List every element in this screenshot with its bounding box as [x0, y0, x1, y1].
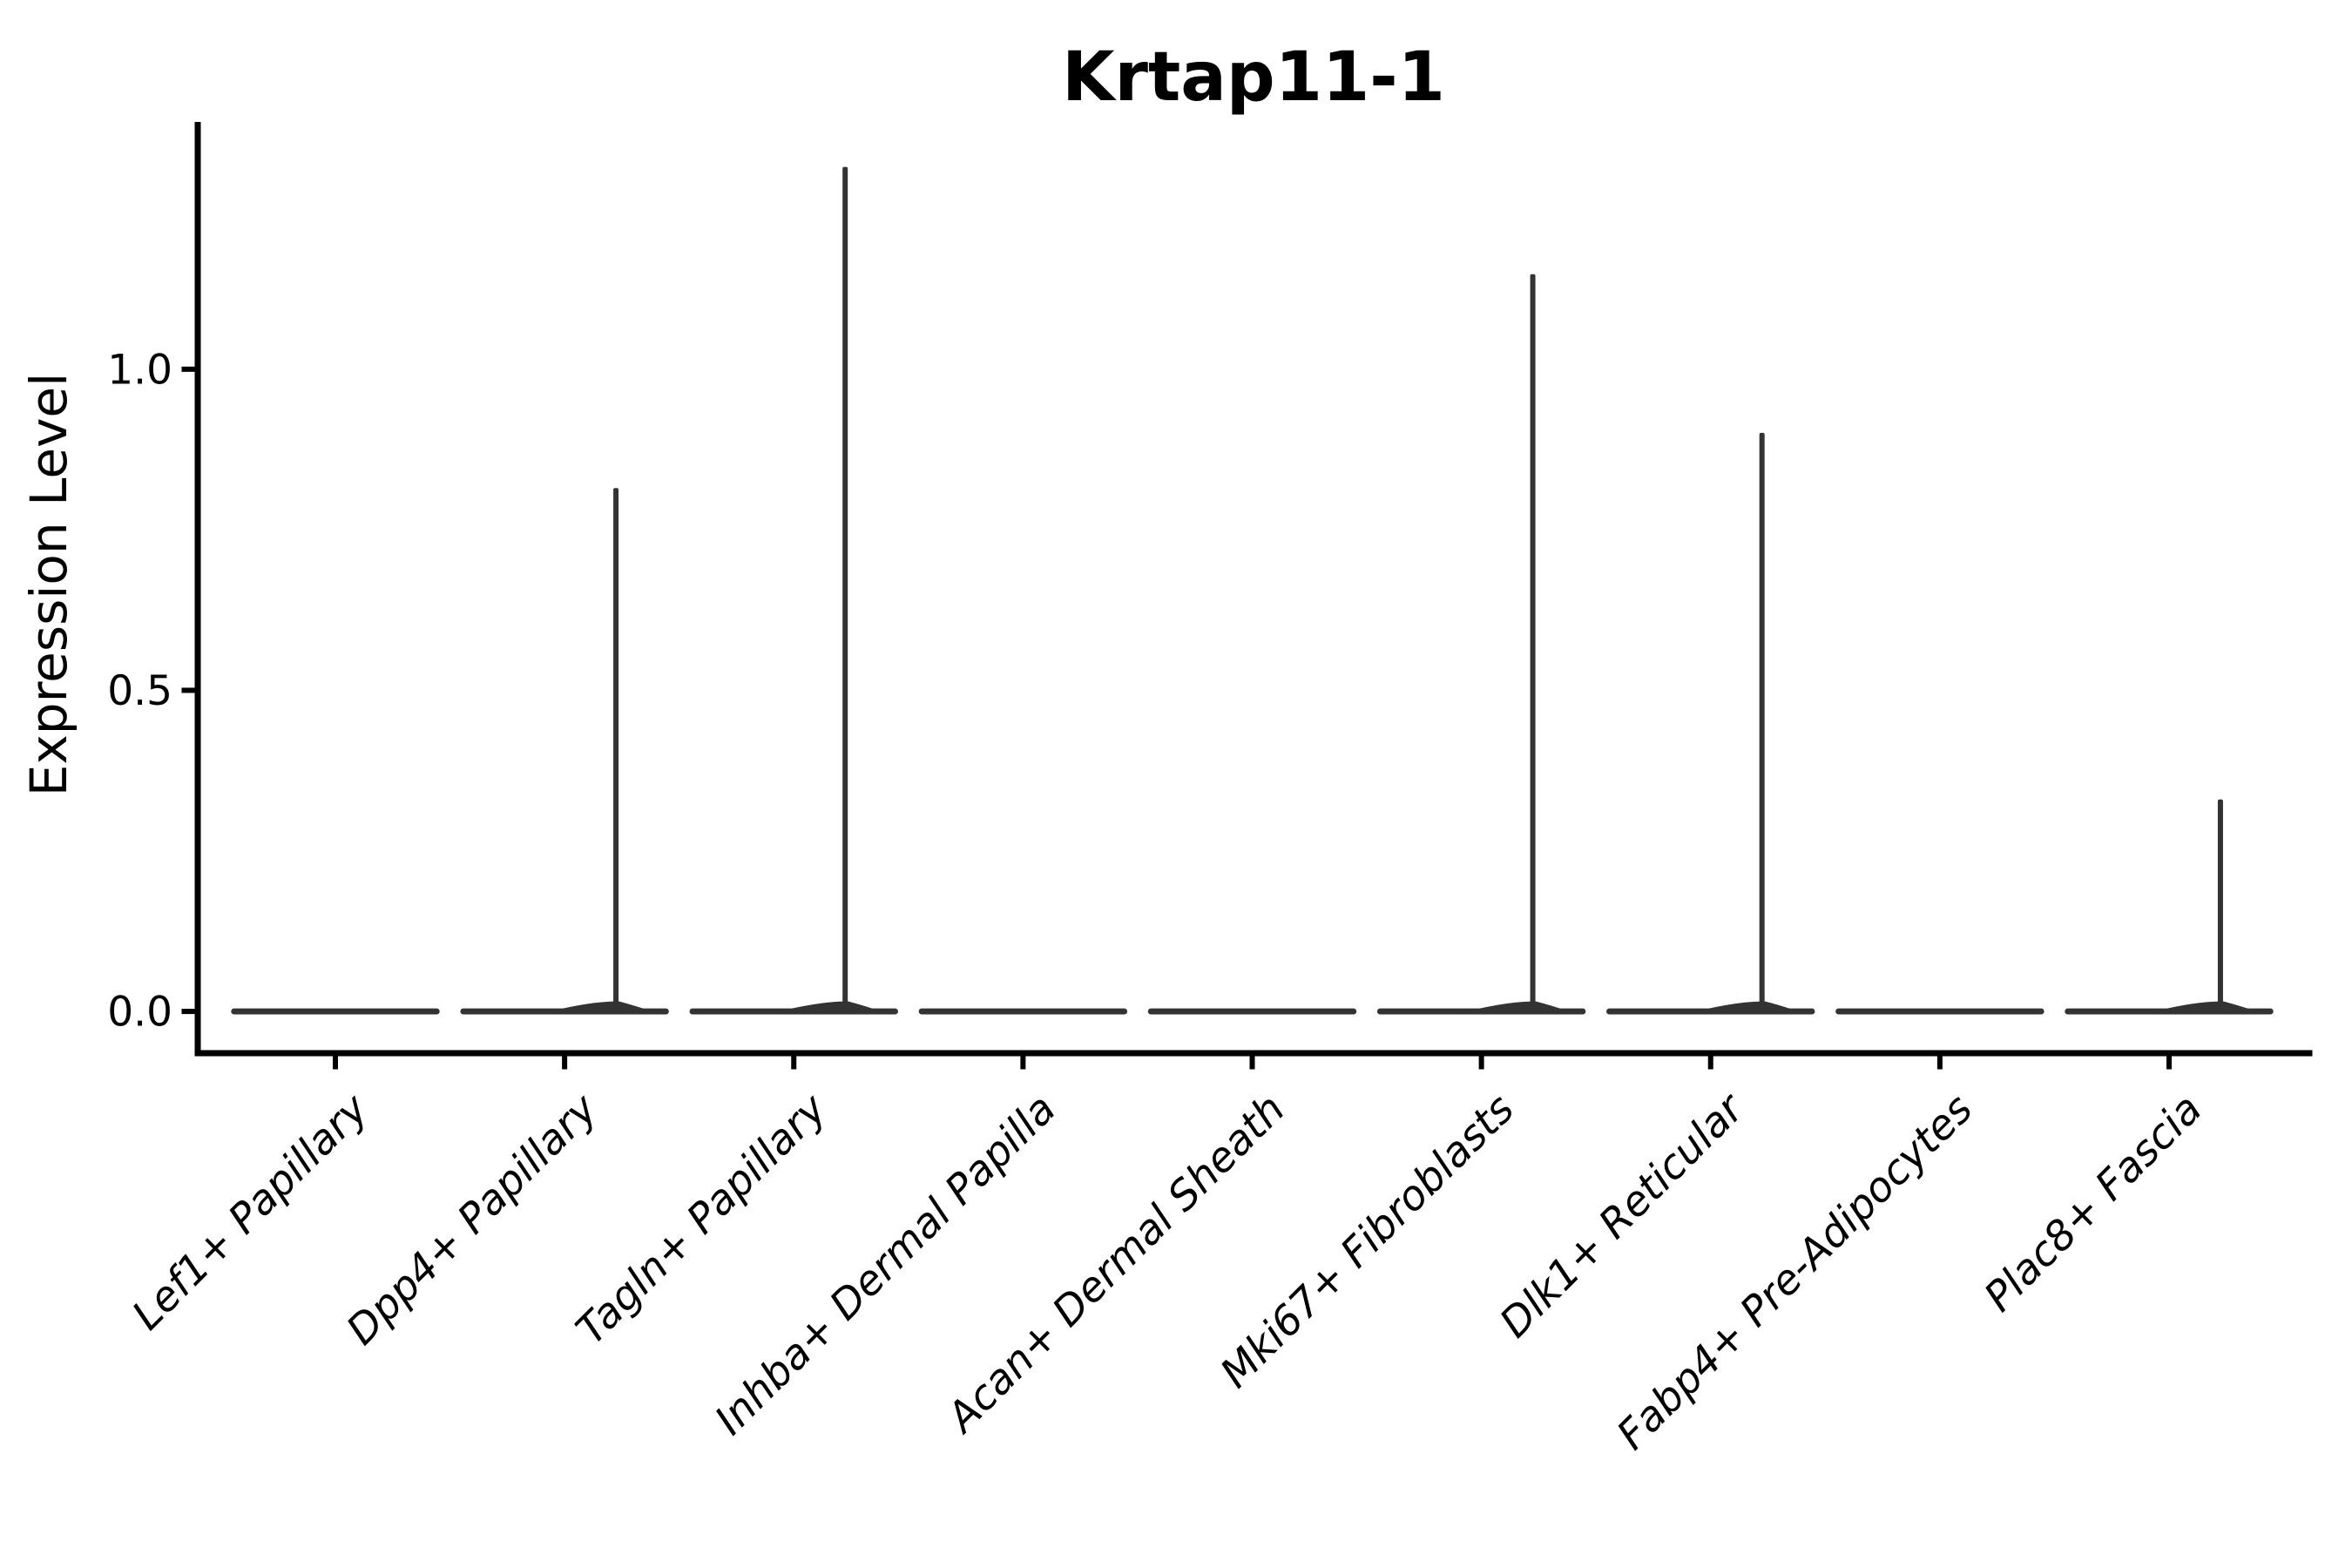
violin [918, 1008, 1128, 1015]
violin [460, 488, 669, 1015]
x-tick-mark [1707, 1055, 1713, 1070]
y-tick-label: 0.0 [107, 989, 172, 1037]
violin-spike [842, 166, 848, 1012]
violin [2065, 799, 2274, 1015]
y-ticks: 0.0 0.5 1.0 [107, 346, 195, 1037]
violin [231, 1008, 440, 1015]
violin-body [918, 1008, 1128, 1015]
violin-base-swell [1685, 1001, 1806, 1015]
x-tick-mark [562, 1055, 568, 1070]
y-tick-mark [181, 366, 195, 372]
violin-spike [2217, 799, 2223, 1012]
y-axis-label: Expression Level [19, 373, 78, 796]
violin [689, 166, 898, 1015]
x-tick-mark [2166, 1055, 2172, 1070]
y-tick-label: 0.5 [107, 667, 172, 715]
x-tick-label: Dpp4+ Papillary [337, 1085, 607, 1355]
violin-spike [613, 488, 619, 1012]
x-tick-mark [1478, 1055, 1484, 1070]
violin-body [1835, 1008, 2044, 1015]
violin-body [231, 1008, 440, 1015]
x-tick-mark [791, 1055, 797, 1070]
x-tick-mark [333, 1055, 338, 1070]
violin-base-swell [539, 1001, 660, 1015]
x-tick-label: Lef1+ Papillary [123, 1085, 378, 1340]
violin [1606, 432, 1815, 1015]
violin-base-swell [1456, 1001, 1577, 1015]
violin [1835, 1008, 2044, 1015]
y-tick-mark [181, 1009, 195, 1015]
violin-spike [1530, 274, 1536, 1012]
x-tick-label: Dlk1+ Reticular [1490, 1084, 1754, 1348]
violin-base-swell [768, 1001, 889, 1015]
violin [1147, 1008, 1357, 1015]
left-spine [194, 122, 201, 1057]
y-tick-mark [181, 687, 195, 693]
x-ticks [333, 1055, 2172, 1070]
x-tick-label: Tagln+ Papillary [567, 1085, 837, 1355]
x-tick-mark [1936, 1055, 1943, 1070]
violin [1376, 274, 1586, 1015]
axis-layer [194, 122, 2313, 1057]
x-tick-mark [1249, 1055, 1255, 1070]
violins [231, 166, 2274, 1015]
y-tick-label: 1.0 [107, 346, 172, 394]
violin-base-swell [2143, 1001, 2264, 1015]
violin-spike [1759, 432, 1765, 1012]
bottom-spine [194, 1050, 2313, 1057]
x-tick-label: Plac8+ Fascia [1975, 1085, 2211, 1321]
violin-body [1147, 1008, 1357, 1015]
chart-title: Krtap11-1 [1062, 38, 1445, 117]
x-tick-mark [1020, 1055, 1026, 1070]
